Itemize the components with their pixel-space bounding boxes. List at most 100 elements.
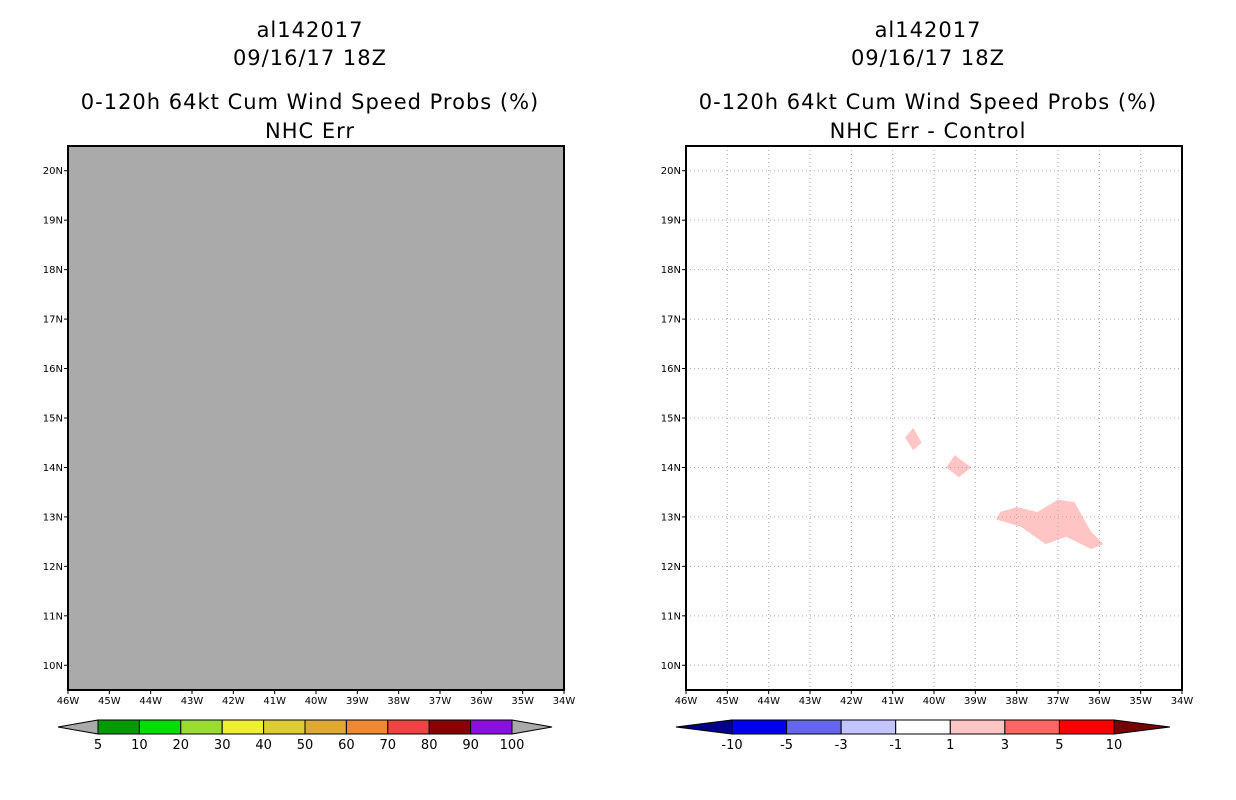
colorbar-bin (97, 719, 140, 735)
x-tick-label: 37W (429, 696, 452, 707)
colorbar-label: 5 (1055, 738, 1063, 753)
chart-panel-2: 46W 45W 44W 43W 42W 41W 40W 39W 38W 37W 36W 35W 34W 1… (661, 145, 1194, 753)
y-tick-label: 12N (661, 562, 681, 573)
x-tick-label: 46W (57, 696, 80, 707)
x-tick-label: 40W (305, 696, 328, 707)
plot-background (68, 146, 564, 690)
colorbar-bin (180, 719, 223, 735)
colorbar-label: 50 (297, 738, 314, 753)
probability-region-3 (996, 499, 1104, 550)
colorbar-label: 100 (500, 738, 525, 753)
x-tick-label: 40W (923, 696, 946, 707)
panel2-subtitle: NHC Err - Control (829, 119, 1027, 143)
y-tick-label: 17N (661, 315, 681, 326)
panel1-storm-id: al142017 (256, 18, 364, 42)
colorbar-label: -1 (889, 738, 902, 753)
x-tick-label: 34W (553, 696, 576, 707)
y-tick-label: 19N (661, 216, 681, 227)
x-tick-label: 38W (1005, 696, 1028, 707)
x-tick-label: 44W (757, 696, 780, 707)
colorbar-label: 30 (214, 738, 231, 753)
panel1-product-title: 0-120h 64kt Cum Wind Speed Probs (%) (80, 90, 540, 114)
colorbar-label: -10 (721, 738, 742, 753)
y-tick-label: 19N (43, 216, 63, 227)
colorbar-bin (731, 719, 788, 735)
colorbar-bin (387, 719, 430, 735)
colorbar-over-arrow (1113, 719, 1171, 735)
y-tick-label: 14N (661, 463, 681, 474)
colorbar-bin (221, 719, 265, 735)
chart-panel-1: 46W 45W 44W 43W 42W 41W 40W 39W 38W 37W 36W 35W 34W 1… (43, 145, 576, 753)
colorbar-bin (138, 719, 182, 735)
colorbar-bin (1004, 719, 1060, 735)
y-tick-label: 20N (661, 166, 681, 177)
y-tick-label: 13N (661, 512, 681, 523)
colorbar-label: 60 (338, 738, 355, 753)
colorbar-label: 80 (421, 738, 438, 753)
y-tick-label: 16N (661, 364, 681, 375)
x-tick-label: 36W (470, 696, 493, 707)
colorbar-label: -5 (780, 738, 793, 753)
y-tick-label: 14N (43, 463, 63, 474)
colorbar-under-arrow (57, 719, 99, 735)
y-tick-label: 13N (43, 512, 63, 523)
x-tick-label: 39W (964, 696, 987, 707)
colorbar-label: 20 (173, 738, 190, 753)
y-tick-label: 15N (661, 414, 681, 425)
colorbar-label: 70 (380, 738, 397, 753)
y-tick-label: 18N (661, 265, 681, 276)
y-tick-label: 10N (661, 661, 681, 672)
colorbar-label: 10 (131, 738, 148, 753)
panel2-datetime: 09/16/17 18Z (850, 46, 1006, 70)
probability-region-1 (905, 427, 922, 451)
x-tick-label: 46W (675, 696, 698, 707)
y-tick-label: 11N (43, 611, 63, 622)
colorbar-bin (345, 719, 389, 735)
colorbar-bin (470, 719, 513, 735)
y-tick-label: 15N (43, 414, 63, 425)
colorbar-bin (786, 719, 842, 735)
x-tick-label: 36W (1088, 696, 1111, 707)
colorbar-label: 1 (946, 738, 954, 753)
y-tick-label: 10N (43, 661, 63, 672)
y-tick-label: 20N (43, 166, 63, 177)
x-tick-label: 35W (1129, 696, 1152, 707)
panel2-product-title: 0-120h 64kt Cum Wind Speed Probs (%) (698, 90, 1158, 114)
x-tick-label: 45W (716, 696, 739, 707)
colorbar: -10 -5 -3 -1 1 3 5 10 (675, 719, 1171, 753)
colorbar-label: 40 (255, 738, 272, 753)
x-tick-label: 43W (799, 696, 822, 707)
colorbar-label: 10 (1106, 738, 1123, 753)
y-tick-label: 16N (43, 364, 63, 375)
colorbar-bin (1058, 719, 1115, 735)
y-tick-label: 12N (43, 562, 63, 573)
colorbar: 5 10 20 30 40 50 60 70 80 90 100 (57, 719, 553, 753)
x-tick-label: 41W (263, 696, 286, 707)
colorbar-under-arrow (675, 719, 733, 735)
colorbar-label: 90 (462, 738, 479, 753)
y-tick-label: 17N (43, 315, 63, 326)
x-tick-label: 39W (346, 696, 369, 707)
panel2-storm-id: al142017 (874, 18, 982, 42)
x-tick-label: 34W (1171, 696, 1194, 707)
x-tick-label: 37W (1047, 696, 1070, 707)
colorbar-label: 5 (94, 738, 102, 753)
colorbar-bin (304, 719, 347, 735)
x-tick-label: 43W (181, 696, 204, 707)
x-tick-label: 41W (881, 696, 904, 707)
x-tick-label: 42W (840, 696, 863, 707)
panel1-subtitle: NHC Err (264, 119, 355, 143)
y-tick-label: 18N (43, 265, 63, 276)
probability-region-2 (946, 455, 972, 478)
y-tick-label: 11N (661, 611, 681, 622)
x-tick-label: 38W (387, 696, 410, 707)
panel1-datetime: 09/16/17 18Z (232, 46, 388, 70)
colorbar-bin (895, 719, 951, 735)
colorbar-label: 3 (1001, 738, 1009, 753)
x-tick-label: 42W (222, 696, 245, 707)
x-tick-label: 35W (511, 696, 534, 707)
x-tick-label: 45W (98, 696, 121, 707)
colorbar-label: -3 (835, 738, 848, 753)
colorbar-bin (840, 719, 897, 735)
